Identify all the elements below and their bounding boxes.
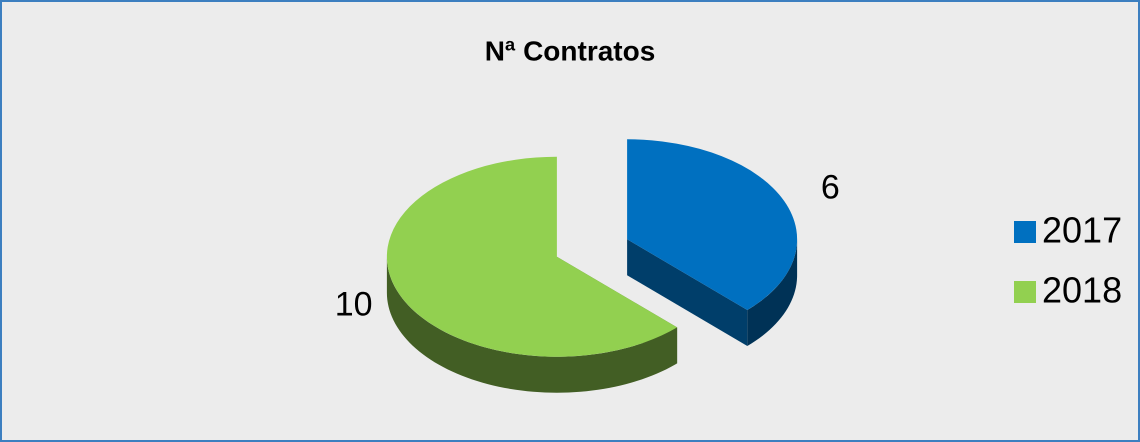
slice-wall [627, 239, 748, 346]
legend-label: 2017 [1042, 210, 1122, 251]
legend-swatch [1014, 281, 1036, 303]
slice [627, 139, 798, 310]
legend-swatch [1014, 221, 1036, 243]
slice-side [386, 256, 678, 393]
legend-label: 2018 [1042, 270, 1122, 311]
data-label: 10 [335, 285, 373, 323]
slice [386, 156, 678, 357]
slice-side [747, 239, 798, 346]
chart-title: Nª Contratos [485, 35, 656, 66]
data-label: 6 [821, 169, 840, 207]
